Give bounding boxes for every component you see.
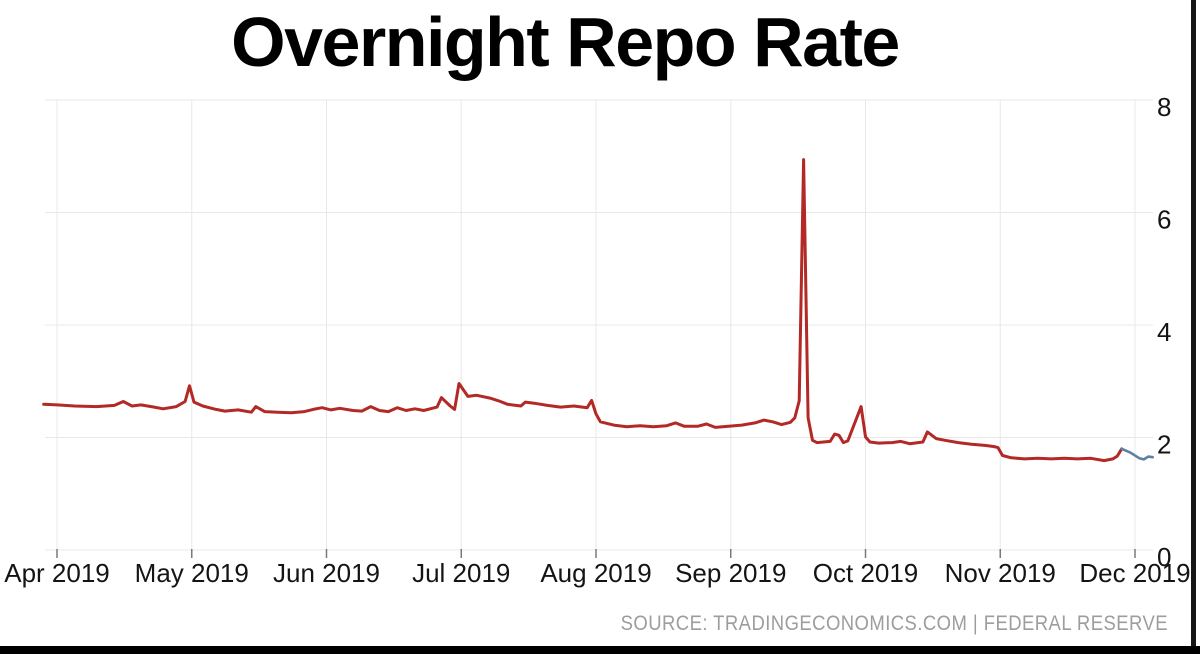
x-axis-tick-label: Nov 2019 — [945, 558, 1056, 588]
x-axis-tick-label: Aug 2019 — [540, 558, 651, 588]
y-axis-tick-label: 6 — [1157, 205, 1171, 235]
x-axis-tick-label: Oct 2019 — [813, 558, 919, 588]
frame-bottom-border — [0, 646, 1200, 654]
y-axis-tick-label: 0 — [1157, 542, 1171, 572]
x-axis-tick-label: Dec 2019 — [1079, 558, 1190, 588]
x-axis-tick-label: Jun 2019 — [273, 558, 380, 588]
series-latest-segment — [1120, 447, 1154, 461]
chart-title: Overnight Repo Rate — [231, 3, 900, 81]
frame-right-border — [1191, 0, 1196, 654]
x-axis-tick-label: May 2019 — [135, 558, 249, 588]
x-axis-tick-label: Apr 2019 — [4, 558, 110, 588]
y-axis-tick-label: 8 — [1157, 92, 1171, 122]
source-credit: SOURCE: TRADINGECONOMICS.COM | FEDERAL R… — [620, 612, 1168, 635]
y-axis-tick-label: 4 — [1157, 317, 1171, 347]
x-axis-tick-label: Sep 2019 — [675, 558, 786, 588]
y-axis-tick-label: 2 — [1157, 430, 1171, 460]
x-axis-tick-label: Jul 2019 — [412, 558, 510, 588]
series-overnight-repo-rate — [42, 158, 1124, 463]
